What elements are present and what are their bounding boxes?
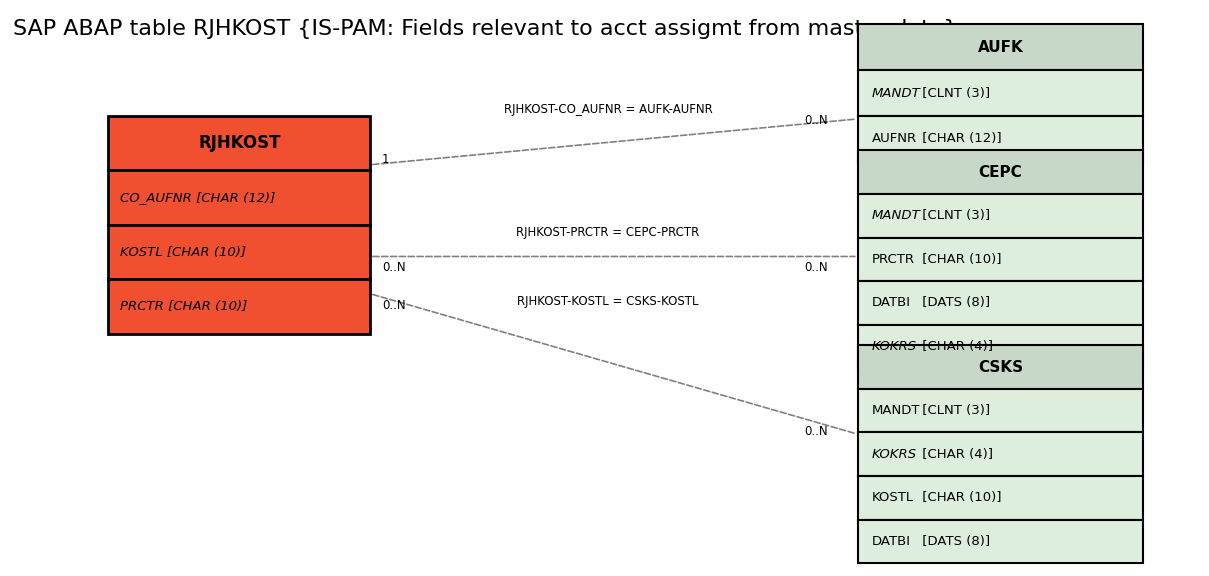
FancyBboxPatch shape — [857, 116, 1144, 162]
Text: DATBI: DATBI — [872, 297, 910, 309]
Text: DATBI: DATBI — [872, 535, 910, 548]
FancyBboxPatch shape — [857, 476, 1144, 520]
Text: 1: 1 — [382, 153, 389, 165]
FancyBboxPatch shape — [857, 433, 1144, 476]
Text: [DATS (8)]: [DATS (8)] — [919, 535, 990, 548]
FancyBboxPatch shape — [857, 520, 1144, 563]
FancyBboxPatch shape — [857, 70, 1144, 116]
FancyBboxPatch shape — [857, 194, 1144, 237]
Text: [CHAR (4)]: [CHAR (4)] — [919, 340, 994, 353]
Text: [CLNT (3)]: [CLNT (3)] — [919, 86, 990, 100]
Text: KOKRS: KOKRS — [872, 448, 918, 461]
Text: 0..N: 0..N — [804, 425, 828, 438]
Text: [CHAR (10)]: [CHAR (10)] — [919, 491, 1002, 505]
Text: PRCTR: PRCTR — [872, 253, 915, 266]
Text: CO_AUFNR [CHAR (12)]: CO_AUFNR [CHAR (12)] — [121, 191, 276, 204]
FancyBboxPatch shape — [857, 150, 1144, 194]
Text: 0..N: 0..N — [804, 262, 828, 274]
Text: [CHAR (10)]: [CHAR (10)] — [919, 253, 1002, 266]
Text: KOKRS: KOKRS — [872, 340, 918, 353]
FancyBboxPatch shape — [857, 389, 1144, 433]
Text: RJHKOST: RJHKOST — [198, 134, 280, 152]
FancyBboxPatch shape — [857, 281, 1144, 325]
Text: MANDT: MANDT — [872, 404, 920, 417]
Text: 0..N: 0..N — [382, 299, 405, 312]
FancyBboxPatch shape — [857, 346, 1144, 389]
FancyBboxPatch shape — [109, 170, 370, 225]
Text: 0..N: 0..N — [382, 262, 405, 274]
Text: 0..N: 0..N — [804, 113, 828, 127]
Text: MANDT: MANDT — [872, 86, 921, 100]
Text: SAP ABAP table RJHKOST {IS-PAM: Fields relevant to acct assigmt from master data: SAP ABAP table RJHKOST {IS-PAM: Fields r… — [13, 18, 958, 39]
Text: [CLNT (3)]: [CLNT (3)] — [919, 404, 990, 417]
FancyBboxPatch shape — [857, 24, 1144, 70]
Text: MANDT: MANDT — [872, 209, 921, 222]
Text: AUFNR: AUFNR — [872, 132, 918, 146]
Text: CEPC: CEPC — [978, 165, 1023, 180]
Text: RJHKOST-CO_AUFNR = AUFK-AUFNR: RJHKOST-CO_AUFNR = AUFK-AUFNR — [504, 103, 712, 116]
Text: RJHKOST-PRCTR = CEPC-PRCTR: RJHKOST-PRCTR = CEPC-PRCTR — [516, 226, 700, 239]
Text: KOSTL: KOSTL — [872, 491, 914, 505]
Text: AUFK: AUFK — [978, 40, 1023, 55]
Text: KOSTL [CHAR (10)]: KOSTL [CHAR (10)] — [121, 246, 247, 259]
Text: [CLNT (3)]: [CLNT (3)] — [919, 209, 990, 222]
FancyBboxPatch shape — [109, 225, 370, 279]
Text: CSKS: CSKS — [978, 359, 1023, 374]
FancyBboxPatch shape — [857, 237, 1144, 281]
Text: [CHAR (4)]: [CHAR (4)] — [919, 448, 994, 461]
Text: RJHKOST-KOSTL = CSKS-KOSTL: RJHKOST-KOSTL = CSKS-KOSTL — [517, 295, 699, 308]
FancyBboxPatch shape — [109, 116, 370, 170]
FancyBboxPatch shape — [109, 279, 370, 334]
Text: [DATS (8)]: [DATS (8)] — [919, 297, 990, 309]
Text: [CHAR (12)]: [CHAR (12)] — [919, 132, 1002, 146]
FancyBboxPatch shape — [857, 325, 1144, 368]
Text: PRCTR [CHAR (10)]: PRCTR [CHAR (10)] — [121, 300, 248, 313]
